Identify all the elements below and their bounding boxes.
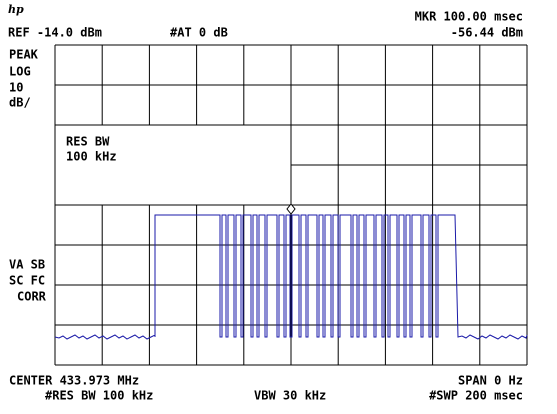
ref-level: REF -14.0 dBm: [8, 26, 102, 40]
sweep: #SWP 200 msec: [429, 389, 523, 403]
annotation-line2: 100 kHz: [66, 150, 117, 164]
span: SPAN 0 Hz: [458, 374, 523, 388]
corr: CORR: [17, 290, 47, 304]
marker: [286, 203, 296, 215]
graticule: [54, 44, 528, 366]
scale-unit: dB/: [9, 96, 31, 110]
vbw: VBW 30 kHz: [254, 389, 326, 403]
res-bw: #RES BW 100 kHz: [45, 389, 153, 403]
scale-value: 10: [9, 81, 23, 95]
sc-fc: SC FC: [9, 274, 45, 288]
detector: PEAK: [9, 48, 39, 62]
trace: [54, 214, 528, 340]
scale-mode: LOG: [9, 65, 31, 79]
annotation-line1: RES BW: [66, 135, 110, 149]
va-sb: VA SB: [9, 258, 45, 272]
attenuation: #AT 0 dB: [170, 26, 228, 40]
marker-level: -56.44 dBm: [451, 26, 523, 40]
center-freq: CENTER 433.973 MHz: [9, 374, 139, 388]
logo: hp: [8, 3, 24, 16]
marker-time: MKR 100.00 msec: [415, 10, 523, 24]
